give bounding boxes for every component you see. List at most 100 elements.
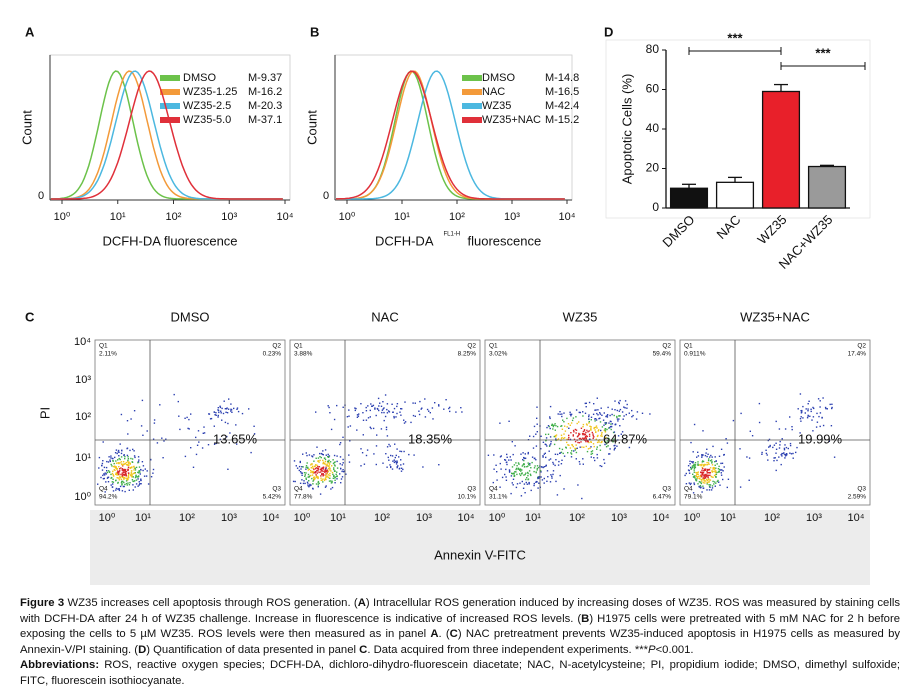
dot	[112, 470, 114, 472]
dot	[324, 475, 327, 477]
dot	[391, 403, 393, 405]
y-tick-label: 60	[646, 82, 660, 96]
dot	[541, 479, 544, 481]
dot	[127, 482, 129, 484]
dot	[400, 470, 403, 472]
dot	[715, 471, 717, 474]
plot-title: WZ35+NAC	[740, 309, 810, 324]
dot	[556, 494, 559, 496]
dot	[317, 486, 319, 488]
dot	[326, 469, 329, 471]
dot	[520, 453, 522, 455]
dot	[696, 473, 698, 475]
dot	[127, 475, 129, 477]
dot	[702, 478, 704, 480]
dot	[305, 465, 308, 467]
dot	[706, 482, 709, 484]
dot	[830, 425, 833, 427]
dot	[327, 461, 330, 463]
dot	[557, 464, 560, 466]
dot	[708, 478, 710, 480]
dot	[131, 461, 133, 463]
dot	[125, 480, 128, 482]
dot	[592, 437, 594, 439]
dot	[780, 454, 782, 456]
dot	[125, 474, 127, 476]
dot	[695, 475, 697, 477]
dot	[588, 401, 591, 404]
dot	[545, 433, 547, 436]
dot	[132, 484, 134, 486]
dot	[831, 403, 833, 405]
dot	[554, 464, 556, 467]
dot	[116, 474, 118, 476]
x-tick-label: 10⁰	[489, 512, 506, 524]
dot	[527, 472, 529, 475]
dot	[201, 447, 204, 449]
mean-label: M-37.1	[248, 114, 282, 126]
dot	[396, 448, 398, 450]
dot	[118, 479, 120, 481]
dot	[527, 475, 529, 477]
dot	[221, 419, 223, 421]
dot	[510, 492, 512, 495]
dot	[584, 412, 587, 414]
dot	[123, 474, 126, 476]
dot	[365, 410, 368, 412]
dot	[384, 394, 387, 396]
quadrant-name: Q2	[857, 343, 866, 350]
caption-run: D	[138, 643, 147, 656]
dot	[109, 471, 111, 473]
dot	[810, 408, 812, 410]
dot	[709, 484, 712, 486]
dot	[705, 452, 707, 454]
dot	[514, 471, 516, 473]
dot	[317, 465, 319, 468]
dot	[400, 414, 402, 416]
legend-swatch	[160, 89, 180, 95]
bar	[669, 187, 709, 209]
dot	[783, 452, 785, 454]
y-tick-label: 10⁴	[74, 336, 91, 348]
dot	[302, 453, 304, 455]
dot	[531, 461, 533, 464]
dot	[393, 415, 395, 418]
dot	[320, 479, 322, 481]
dot	[767, 439, 769, 442]
dot	[599, 413, 602, 415]
dot	[524, 473, 526, 476]
dot	[369, 426, 371, 428]
dot	[124, 469, 126, 472]
dot	[133, 450, 135, 452]
dot	[301, 472, 303, 474]
dot	[253, 425, 255, 427]
dot	[563, 412, 565, 414]
dot	[535, 471, 537, 473]
dot	[551, 424, 553, 426]
legend-label: DMSO	[183, 72, 216, 84]
dot	[330, 428, 333, 431]
dot	[583, 430, 586, 432]
dot	[115, 479, 117, 482]
dot	[692, 465, 694, 467]
legend-label: NAC	[482, 86, 505, 98]
dot	[313, 465, 316, 468]
dot	[317, 484, 319, 486]
dot	[334, 479, 336, 481]
dot	[578, 437, 581, 440]
dot	[809, 415, 811, 417]
dot	[414, 402, 416, 404]
dot	[594, 418, 596, 420]
caption-run: P	[648, 643, 656, 656]
dot-cloud	[684, 393, 836, 494]
dot	[365, 419, 368, 421]
dot	[601, 426, 604, 428]
dot	[579, 437, 581, 440]
dot	[807, 415, 809, 417]
mean-label: M-16.5	[545, 86, 579, 98]
dot	[121, 474, 124, 476]
x-axis-label-sub: FL1-H	[444, 232, 461, 238]
x-tick-label: 10³	[416, 512, 432, 524]
dot	[113, 475, 115, 477]
